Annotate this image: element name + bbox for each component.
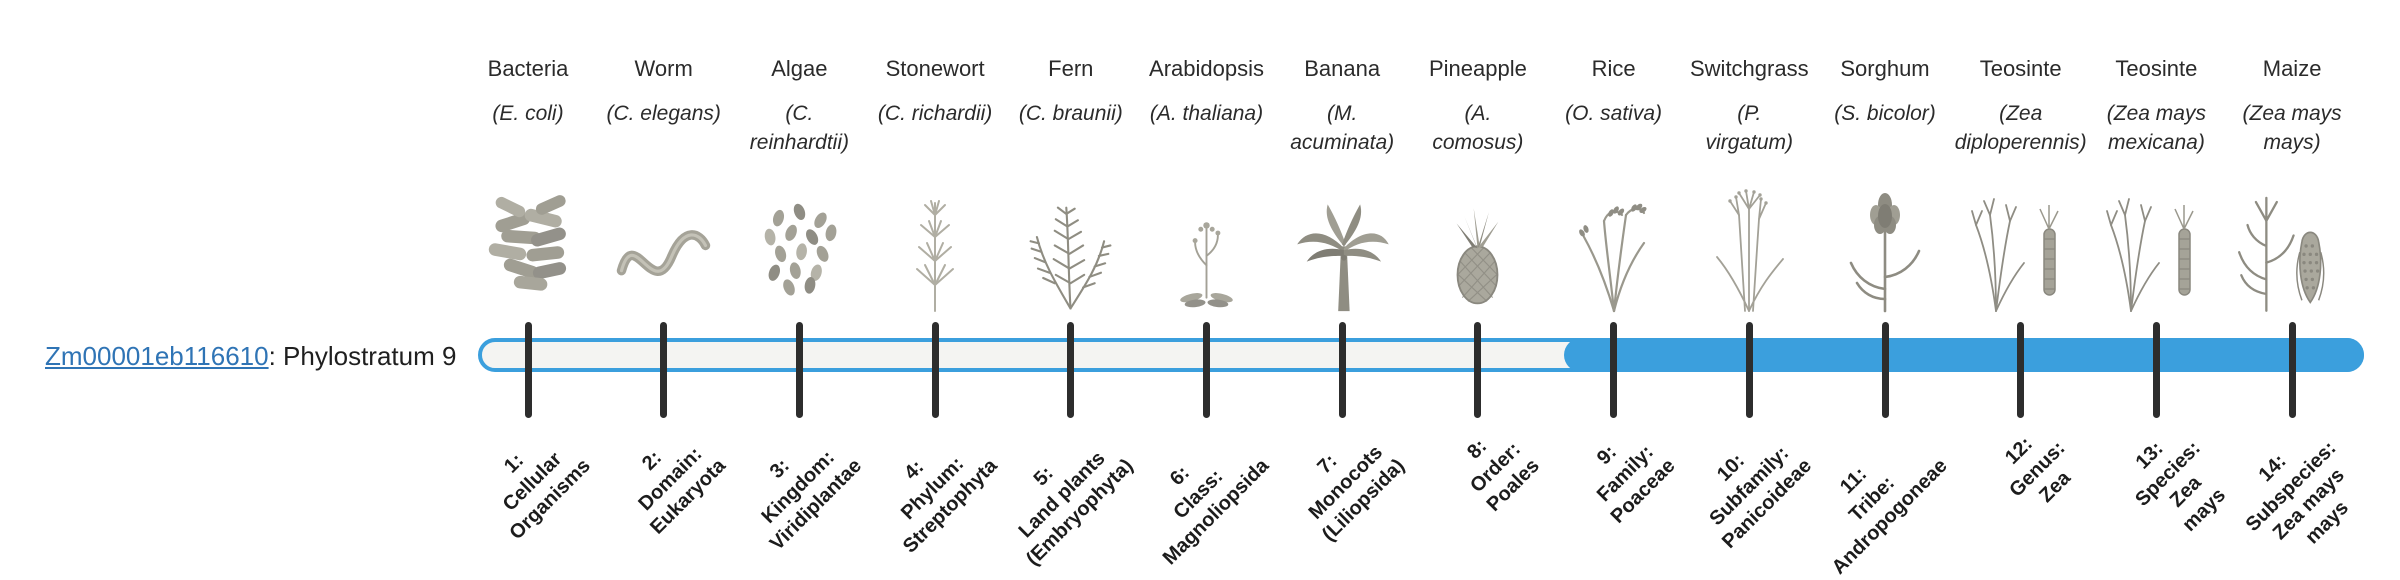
phylostratum-tick xyxy=(2017,322,2025,418)
phylostratum-tick xyxy=(660,322,668,418)
organism-scientific-name: (A. comosus) xyxy=(1432,102,1524,154)
organism-name: Worm xyxy=(634,56,693,81)
gene-phylostratum-text: : Phylostratum 9 xyxy=(268,341,457,371)
organism-scientific-name: (O. sativa) xyxy=(1565,102,1663,125)
organism-scientific-name: (C. elegans) xyxy=(606,102,721,125)
phylostratum-tick xyxy=(1067,322,1075,418)
organism-scientific-name: (C. richardii) xyxy=(877,102,993,125)
gene-label: Zm00001eb116610: Phylostratum 9 xyxy=(45,341,456,372)
phylostratum-label: 2: Domain: Eukaryota xyxy=(634,442,731,539)
maize-icon xyxy=(2222,165,2362,315)
phylostratum-tick xyxy=(1745,322,1753,418)
phylostratum-label: 7: Monocots (Liliopsida) xyxy=(1303,441,1409,546)
organism-name: Stonewort xyxy=(885,56,985,81)
organism-scientific-name: (C. reinhardtii) xyxy=(749,102,849,154)
stonewort-icon xyxy=(865,165,1005,315)
phylostratum-label: 3: Kingdom: Viridiplantae xyxy=(756,446,866,556)
phylostratum-label: 5: Land plants (Embryophyta) xyxy=(1014,447,1138,571)
phylostratum-tick xyxy=(931,322,939,418)
algae-icon xyxy=(729,165,869,315)
arabidopsis-icon xyxy=(1137,165,1277,315)
phylostratum-label: 6: Class: Magnoliopsida xyxy=(1158,454,1273,570)
phylostratum-tick xyxy=(2288,322,2296,418)
phylostratum-tick xyxy=(1203,322,1210,418)
gene-link[interactable]: Zm00001eb116610 xyxy=(45,341,269,371)
organism-name: Teosinte xyxy=(1979,56,2062,81)
bacteria-icon xyxy=(458,165,598,315)
switchgrass-icon xyxy=(1679,165,1819,315)
rice-icon xyxy=(1544,165,1684,315)
organism-name: Sorghum xyxy=(1840,56,1930,81)
organism-name: Arabidopsis xyxy=(1149,56,1264,81)
phylostratum-label: 11: Tribe: Andropogoneae xyxy=(1827,454,1952,579)
organism-name: Pineapple xyxy=(1428,56,1527,81)
organism-scientific-name: (Zea mays mexicana) xyxy=(2106,102,2206,154)
sorghum-icon xyxy=(1815,165,1955,315)
organism-scientific-name: (A. thaliana) xyxy=(1149,102,1264,125)
phylostratum-tick xyxy=(1474,322,1482,418)
phylostratum-tick xyxy=(1338,322,1346,418)
organism-scientific-name: (P. virgatum) xyxy=(1705,102,1794,154)
organism-scientific-name: (S. bicolor) xyxy=(1834,102,1936,125)
phylostratum-label: 9: Family: Poaceae xyxy=(1592,440,1681,528)
teosinte-mexicana-icon xyxy=(2086,165,2226,315)
phylostratum-tick xyxy=(1610,322,1618,418)
phylostratum-bar-fill xyxy=(1563,338,2365,372)
phylostratum-label: 10: Subfamily: Panicoideae xyxy=(1704,441,1816,553)
phylostratum-tick xyxy=(795,322,803,418)
phylostratum-label: 4: Phylum: Streptophyta xyxy=(896,452,1002,558)
phylostratum-label: 12: Genus: Zea xyxy=(2000,432,2075,508)
phylostratum-label: 14: Subspecies: Zea mays mays xyxy=(2241,436,2354,549)
banana-icon xyxy=(1272,165,1412,315)
fern-icon xyxy=(1001,165,1141,315)
worm-icon xyxy=(594,165,734,315)
organism-scientific-name: (C. braunii) xyxy=(1018,102,1123,125)
organism-name: Maize xyxy=(2262,56,2322,81)
organism-name: Rice xyxy=(1591,56,1636,81)
phylostratum-label: 13: Species: Zea mays xyxy=(2131,436,2230,536)
phylostratum-tick xyxy=(524,322,532,418)
organism-name: Switchgrass xyxy=(1690,56,1809,81)
organism-scientific-name: (Zea diploperennis) xyxy=(1954,102,2087,154)
phylostratum-tick xyxy=(2152,322,2160,418)
organism-name: Fern xyxy=(1048,56,1094,81)
organism-name: Algae xyxy=(771,56,828,81)
organism-name: Bacteria xyxy=(487,56,569,81)
organism-scientific-name: (Zea mays mays) xyxy=(2242,102,2342,154)
phylostratum-label: 1: Cellular Organisms xyxy=(497,447,595,545)
phylostratum-label: 8: Order: Poales xyxy=(1463,435,1545,517)
organism-name: Teosinte xyxy=(2115,56,2198,81)
pineapple-icon xyxy=(1408,165,1548,315)
organism-scientific-name: (M. acuminata) xyxy=(1290,102,1395,154)
phylostratum-tick xyxy=(1881,322,1889,418)
organism-name: Banana xyxy=(1304,56,1381,81)
teosinte-diploperennis-icon xyxy=(1951,165,2091,315)
organism-scientific-name: (E. coli) xyxy=(492,102,564,125)
